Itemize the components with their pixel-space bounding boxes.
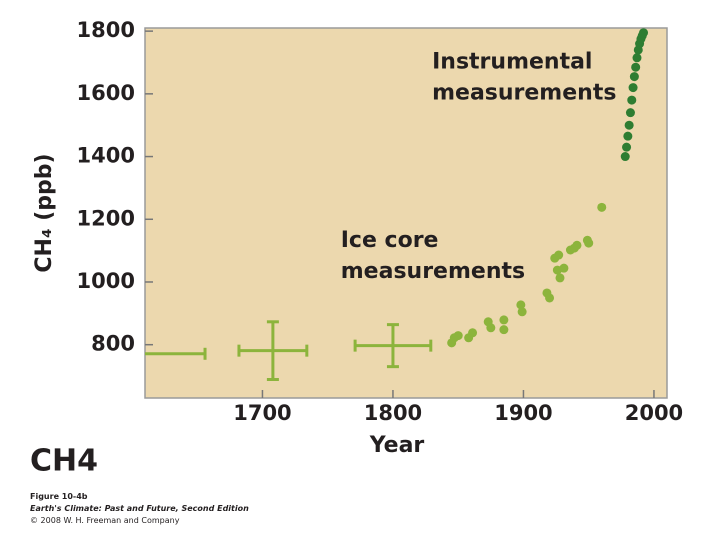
annotation: Ice core	[341, 228, 439, 253]
data-point	[545, 293, 555, 303]
data-point	[624, 120, 634, 130]
data-point	[628, 83, 638, 93]
data-point	[517, 307, 527, 317]
y-tick-label: 1000	[77, 269, 135, 293]
data-point	[623, 131, 633, 141]
data-point	[629, 72, 639, 82]
data-point	[499, 325, 509, 335]
data-point	[632, 53, 642, 63]
annotation: measurements	[432, 80, 616, 105]
data-point	[620, 152, 630, 162]
data-point	[639, 28, 649, 38]
y-tick-label: 1600	[77, 81, 135, 105]
x-tick-label: 1900	[494, 401, 552, 425]
data-point	[516, 300, 526, 310]
data-point	[499, 315, 509, 325]
y-tick-label: 1800	[77, 18, 135, 42]
data-point	[622, 142, 632, 152]
caption-line: Figure 10-4b	[30, 492, 88, 501]
data-point	[625, 108, 635, 118]
y-tick-label: 1400	[77, 144, 135, 168]
data-point	[597, 202, 607, 212]
x-axis-label: Year	[369, 433, 425, 458]
data-point	[559, 263, 569, 273]
data-point	[486, 323, 496, 333]
data-point	[572, 240, 582, 250]
data-point	[627, 95, 637, 105]
x-tick-label: 2000	[625, 401, 683, 425]
footer-title: CH4	[30, 444, 98, 479]
caption-line: Earth's Climate: Past and Future, Second…	[30, 504, 249, 513]
data-point	[468, 328, 478, 338]
y-tick-label: 1200	[77, 206, 135, 230]
plot-area	[144, 27, 668, 399]
data-point	[584, 238, 594, 248]
x-tick-label: 1700	[233, 401, 291, 425]
data-point	[554, 250, 564, 260]
annotation: Instrumental	[432, 49, 592, 74]
x-tick-label: 1800	[364, 401, 422, 425]
data-point	[555, 273, 565, 283]
y-tick-label: 800	[91, 332, 135, 356]
data-point	[453, 331, 463, 341]
y-axis-label: CH₄ (ppb)	[32, 153, 57, 272]
plot-marks	[145, 28, 649, 381]
caption-line: © 2008 W. H. Freeman and Company	[30, 516, 180, 525]
data-point	[631, 62, 641, 72]
annotation: measurements	[341, 259, 525, 284]
